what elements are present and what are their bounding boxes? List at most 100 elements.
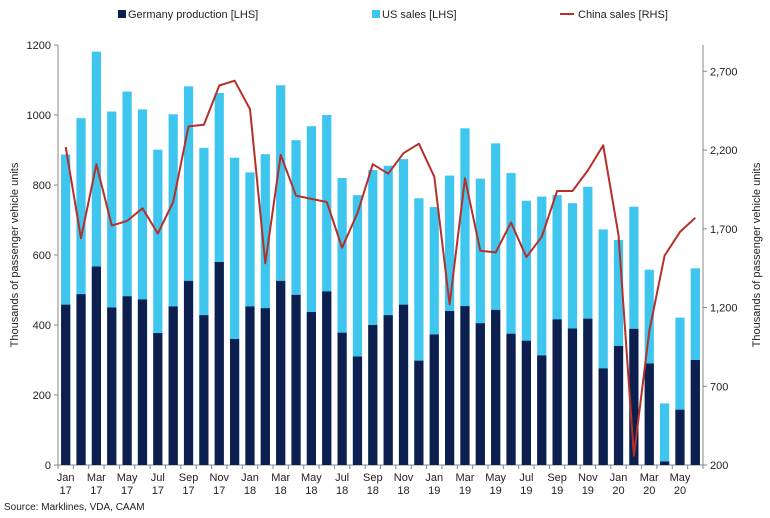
us-sales-bar (460, 128, 470, 466)
germany-production-bar (690, 360, 700, 465)
x-tick-year: 17 (213, 485, 225, 497)
us-sales-bar (368, 169, 378, 465)
germany-production-bar (567, 328, 578, 465)
x-tick-month: Sep (179, 472, 199, 484)
legend-label: China sales [RHS] (578, 9, 668, 21)
x-tick-year: 19 (551, 485, 563, 497)
left-tick-label: 200 (33, 390, 51, 402)
china-sales-line-group (64, 79, 696, 457)
us-sales-bar (521, 200, 531, 465)
left-tick-label: 800 (33, 180, 51, 192)
us-sales-bar (153, 149, 163, 465)
left-axis-title: Thousands of passenger vehicle units (9, 162, 21, 347)
us-sales-bar (491, 143, 501, 465)
us-sales-bar (306, 126, 316, 465)
right-tick-label: 2,200 (710, 145, 738, 157)
x-tick-year: 18 (244, 485, 256, 497)
germany-production-bar (122, 296, 132, 465)
germany-production-bar (230, 339, 240, 465)
germany-production-bar (260, 308, 270, 465)
x-tick-year: 18 (397, 485, 409, 497)
germany-production-bar (460, 306, 470, 465)
x-tick-month: Jul (335, 472, 349, 484)
germany-production-bar (644, 363, 654, 465)
us-sales-bar (537, 196, 547, 466)
x-tick-year: 19 (459, 485, 471, 497)
x-tick-year: 19 (520, 485, 532, 497)
germany-production-bar (491, 309, 501, 465)
us-sales-bar (352, 195, 363, 465)
germany-production-bar (107, 307, 117, 465)
us-sales-bar (137, 109, 148, 466)
germany-production-bar (322, 291, 332, 465)
germany-production-bar (398, 304, 409, 465)
x-tick-year: 18 (305, 485, 317, 497)
germany-production-bar (506, 333, 516, 465)
germany-production-bar (629, 328, 639, 465)
china-sales-line (64, 79, 696, 457)
germany-production-bar (613, 346, 624, 465)
germany-production-bar (598, 368, 608, 465)
right-axis-title: Thousands of passenger vehicle units (751, 162, 763, 347)
left-tick-label: 400 (33, 320, 51, 332)
germany-production-bar (76, 294, 86, 465)
bars (61, 51, 700, 466)
germany-production-bar (414, 360, 424, 465)
x-tick-month: Jul (151, 472, 165, 484)
germany-production-bar (245, 306, 255, 465)
x-tick-month: May (301, 472, 322, 484)
us-sales-bar (91, 51, 101, 466)
x-tick-year: 20 (674, 485, 686, 497)
left-tick-label: 1200 (27, 40, 51, 52)
x-tick-year: 19 (428, 485, 440, 497)
us-sales-bar (675, 317, 685, 465)
germany-production-bar (291, 294, 301, 465)
x-tick-month: Nov (209, 472, 229, 484)
germany-production-bar (168, 306, 178, 465)
germany-production-bar (61, 304, 71, 465)
x-tick-month: Mar (640, 472, 659, 484)
x-tick-year: 17 (90, 485, 102, 497)
us-sales-bar (199, 147, 209, 465)
x-tick-month: Nov (394, 472, 414, 484)
us-sales-bar (322, 115, 332, 465)
germany-production-bar (137, 299, 148, 465)
x-tick-month: Nov (578, 472, 598, 484)
germany-production-bar (583, 318, 593, 465)
germany-production-bar (352, 356, 363, 465)
right-tick-label: 1,700 (710, 224, 738, 236)
x-tick-year: 17 (152, 485, 164, 497)
x-tick-year: 19 (490, 485, 502, 497)
us-sales-bar (337, 178, 347, 465)
x-tick-year: 18 (275, 485, 287, 497)
germany-production-bar (368, 325, 378, 465)
right-tick-label: 2,700 (710, 66, 738, 78)
x-tick-month: Jan (57, 472, 75, 484)
us-sales-bar (414, 198, 424, 466)
x-tick-month: Sep (363, 472, 383, 484)
legend-label: Germany production [LHS] (128, 9, 258, 21)
source-note: Source: Marklines, VDA, CAAM (4, 502, 145, 513)
germany-production-bar (183, 280, 194, 465)
x-tick-month: Jan (425, 472, 443, 484)
germany-production-bar (429, 334, 439, 465)
x-tick-month: May (117, 472, 138, 484)
germany-production-bar (475, 323, 485, 465)
us-sales-bar (183, 86, 194, 466)
germany-production-bar (306, 312, 316, 465)
x-tick-month: Jul (519, 472, 533, 484)
x-tick-year: 18 (336, 485, 348, 497)
us-sales-bar (107, 111, 117, 465)
left-tick-label: 0 (45, 460, 51, 472)
germany-production-bar (537, 355, 547, 465)
us-sales-bar (475, 178, 485, 465)
germany-production-bar (660, 461, 670, 465)
germany-production-bar (199, 315, 209, 465)
x-tick-year: 17 (182, 485, 194, 497)
us-sales-bar (598, 229, 608, 465)
germany-production-bar (383, 315, 393, 465)
germany-production-bar (153, 333, 163, 465)
x-tick-month: Mar (271, 472, 290, 484)
x-tick-year: 17 (60, 485, 72, 497)
